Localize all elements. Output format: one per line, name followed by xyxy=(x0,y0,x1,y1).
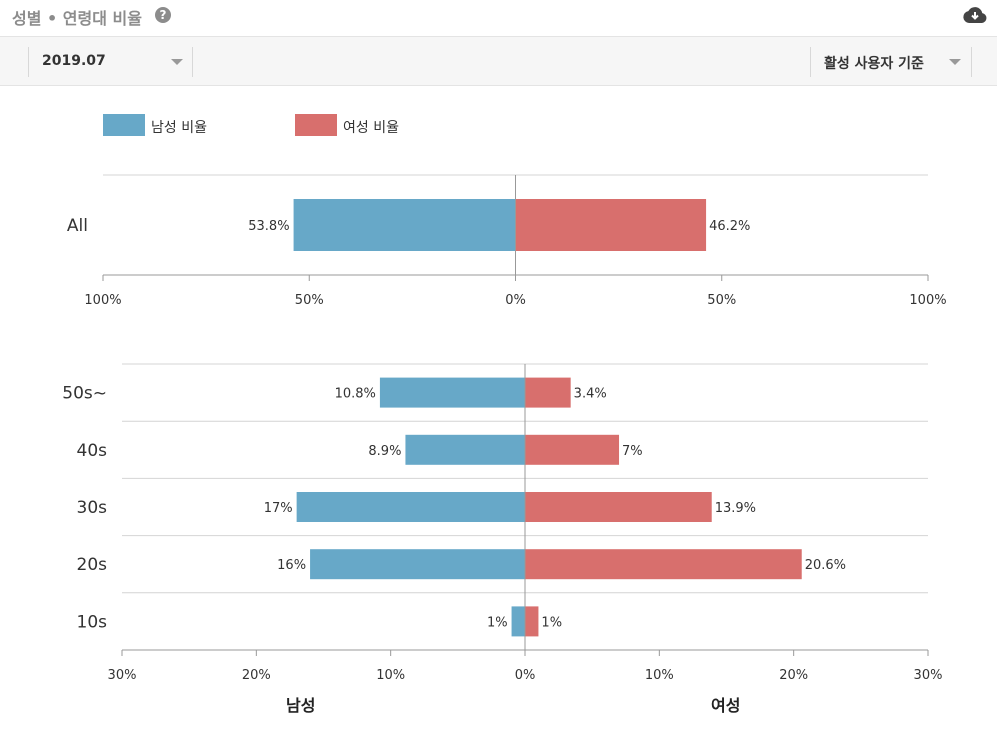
bar-male xyxy=(405,434,525,465)
x-tick-label: 50% xyxy=(295,293,324,308)
category-label: 10s xyxy=(77,612,108,632)
x-tick-label: 50% xyxy=(707,293,736,308)
data-label-male: 8.9% xyxy=(368,444,401,459)
x-tick-label: 20% xyxy=(779,668,808,683)
x-tick-label: 0% xyxy=(505,293,526,308)
bar-female xyxy=(525,377,571,408)
category-label: All xyxy=(67,216,88,236)
basis-select[interactable]: 활성 사용자 기준 xyxy=(810,47,972,77)
x-label-female: 여성 xyxy=(711,696,741,715)
legend-label-male: 남성 비율 xyxy=(151,120,207,136)
bar-female xyxy=(525,549,802,580)
period-select[interactable]: 2019.07 xyxy=(28,47,193,77)
bar-male xyxy=(511,606,525,637)
data-label-male: 16% xyxy=(277,558,306,573)
bar-female xyxy=(525,434,620,465)
bar-male xyxy=(379,377,525,408)
data-label-male: 10.8% xyxy=(335,387,376,402)
chevron-down-icon xyxy=(171,59,183,65)
x-tick-label: 0% xyxy=(515,668,536,683)
period-select-value: 2019.07 xyxy=(42,53,106,69)
chart-legend: 남성 비율 여성 비율 xyxy=(0,110,997,140)
x-tick-label: 30% xyxy=(914,668,943,683)
data-label-male: 53.8% xyxy=(248,219,289,234)
data-label-male: 1% xyxy=(487,615,508,630)
card-title: 성별 • 연령대 비율 xyxy=(12,9,142,28)
x-tick-label: 100% xyxy=(84,293,121,308)
x-tick-label: 10% xyxy=(645,668,674,683)
category-label: 20s xyxy=(77,555,108,575)
category-label: 30s xyxy=(77,498,108,518)
x-label-male: 남성 xyxy=(286,696,316,715)
bar-female xyxy=(525,492,712,522)
legend-label-female: 여성 비율 xyxy=(343,120,399,136)
category-label: 50s~ xyxy=(62,384,107,404)
data-label-female: 7% xyxy=(622,444,643,459)
data-label-female: 13.9% xyxy=(715,501,756,516)
data-label-female: 46.2% xyxy=(709,219,750,234)
bar-female xyxy=(515,199,707,251)
x-tick-label: 30% xyxy=(108,668,137,683)
x-tick-label: 10% xyxy=(376,668,405,683)
chevron-down-icon xyxy=(949,59,961,65)
basis-select-value: 활성 사용자 기준 xyxy=(824,56,924,72)
filter-bar: 2019.07 활성 사용자 기준 xyxy=(0,36,997,86)
cloud-download-icon[interactable] xyxy=(963,6,987,24)
data-label-female: 3.4% xyxy=(574,387,607,402)
x-tick-label: 100% xyxy=(909,293,946,308)
bar-female xyxy=(525,606,539,637)
legend-swatch-male xyxy=(103,114,145,136)
question-circle-icon[interactable]: ? xyxy=(155,7,171,23)
bar-male xyxy=(296,492,525,522)
bar-male xyxy=(310,549,525,580)
legend-swatch-female xyxy=(295,114,337,136)
x-tick-label: 20% xyxy=(242,668,271,683)
bar-male xyxy=(293,199,516,251)
category-label: 40s xyxy=(77,441,108,461)
data-label-female: 20.6% xyxy=(805,558,846,573)
card-header: 성별 • 연령대 비율 ? xyxy=(0,0,997,36)
data-label-male: 17% xyxy=(264,501,293,516)
data-label-female: 1% xyxy=(541,615,562,630)
